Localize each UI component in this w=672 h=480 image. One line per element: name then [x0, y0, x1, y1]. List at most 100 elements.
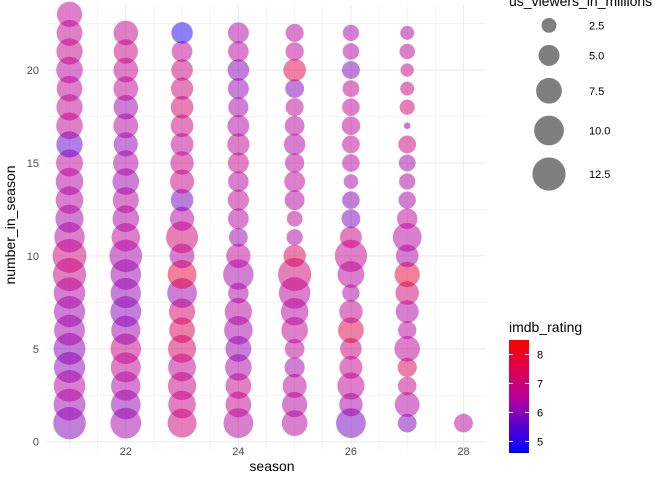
data-point: [283, 244, 306, 268]
y-tick-label: 5: [33, 344, 39, 356]
data-point: [343, 174, 359, 189]
size-legend-key: [541, 18, 557, 33]
x-tick-label: 28: [457, 446, 469, 458]
data-point: [284, 171, 306, 192]
data-point: [394, 336, 420, 362]
data-point: [398, 321, 417, 340]
data-point: [399, 173, 416, 190]
data-point: [286, 210, 303, 227]
color-bar: [509, 340, 529, 453]
data-point: [227, 208, 249, 230]
data-point: [285, 42, 304, 61]
data-point: [398, 154, 416, 172]
data-point: [394, 261, 420, 288]
data-point: [397, 376, 417, 396]
data-point: [227, 114, 250, 137]
data-point: [55, 167, 84, 196]
data-point: [397, 357, 417, 378]
color-legend: imdb_rating 5 6 7 8: [509, 319, 582, 453]
data-point: [398, 191, 416, 209]
data-point: [228, 227, 248, 247]
data-point: [400, 63, 414, 77]
data-point: [56, 94, 83, 121]
data-point: [340, 226, 362, 249]
data-point: [167, 260, 197, 289]
data-point: [342, 61, 360, 79]
y-tick-label: 15: [27, 158, 39, 170]
size-legend-label: 10.0: [589, 125, 610, 137]
y-axis-title: number_in_season: [2, 165, 18, 284]
data-point: [398, 135, 417, 154]
data-point: [56, 56, 83, 84]
data-point: [341, 116, 361, 136]
data-points: [52, 1, 473, 440]
data-point: [342, 284, 360, 302]
y-tick-label: 10: [27, 251, 39, 263]
data-point: [113, 113, 139, 139]
data-point: [286, 229, 303, 246]
data-point: [113, 150, 139, 176]
size-legend-key: [532, 157, 566, 191]
data-point: [339, 392, 363, 417]
data-point: [166, 221, 199, 254]
size-legend-key: [538, 44, 560, 66]
data-point: [285, 153, 305, 173]
data-point: [399, 43, 415, 60]
x-axis-ticks: 22 24 26 28: [120, 446, 470, 458]
size-legend-title: us_viewers_in_millions: [509, 0, 652, 9]
x-tick-label: 24: [232, 446, 244, 458]
data-point: [283, 58, 306, 82]
data-point: [56, 38, 83, 65]
size-legend: us_viewers_in_millions 2.5 5.0 7.5 10.0 12.5: [509, 0, 652, 191]
data-point: [281, 410, 308, 436]
size-legend-label: 2.5: [589, 20, 604, 32]
data-point: [227, 78, 249, 100]
data-point: [171, 59, 193, 81]
data-point: [282, 373, 307, 399]
data-point: [113, 94, 139, 120]
data-point: [170, 206, 195, 231]
data-point: [285, 23, 304, 42]
data-point: [170, 114, 194, 138]
data-point: [225, 391, 252, 418]
y-tick-label: 20: [27, 65, 39, 77]
data-point: [113, 76, 139, 101]
data-point: [112, 168, 140, 195]
data-point: [341, 209, 361, 229]
data-point: [403, 122, 411, 130]
data-point: [170, 132, 194, 156]
data-point: [113, 39, 138, 64]
data-point: [56, 112, 83, 140]
data-point: [399, 99, 415, 115]
x-tick-label: 26: [345, 446, 357, 458]
data-point: [113, 132, 138, 157]
data-point: [170, 151, 194, 175]
data-point: [392, 222, 422, 252]
color-legend-label: 8: [537, 349, 543, 361]
color-legend-title: imdb_rating: [509, 319, 582, 335]
data-point: [227, 189, 249, 211]
data-point: [340, 337, 362, 360]
data-point: [56, 149, 83, 177]
data-point: [112, 187, 139, 214]
data-point: [285, 98, 304, 117]
data-point: [111, 223, 141, 252]
size-legend-label: 12.5: [589, 169, 610, 181]
color-legend-label: 7: [537, 378, 543, 390]
data-point: [282, 391, 308, 418]
data-point: [170, 169, 195, 194]
data-point: [342, 135, 360, 154]
color-legend-label: 5: [537, 436, 543, 448]
data-point: [171, 41, 193, 62]
data-point: [169, 317, 195, 344]
data-point: [342, 43, 360, 60]
data-point: [171, 22, 193, 44]
x-tick-label: 22: [120, 446, 132, 458]
data-point: [342, 80, 360, 98]
data-point: [336, 408, 366, 438]
data-point: [342, 154, 360, 172]
data-point: [396, 208, 418, 230]
data-point: [284, 115, 305, 136]
data-point: [339, 299, 363, 324]
